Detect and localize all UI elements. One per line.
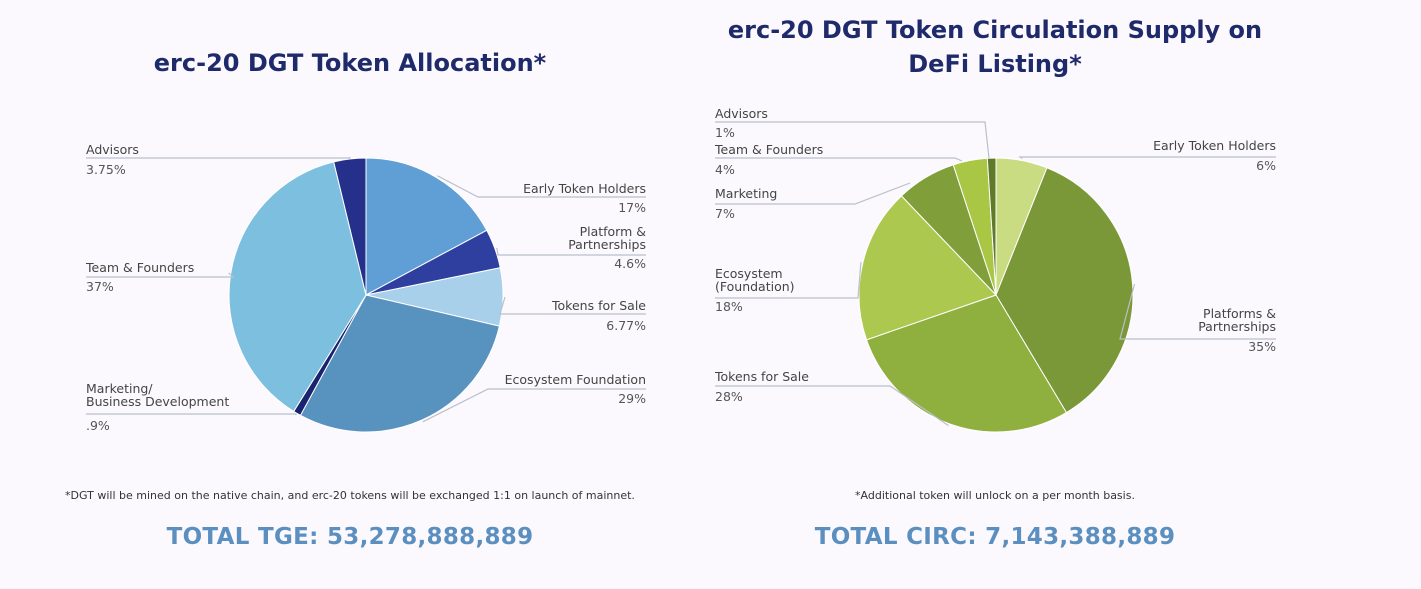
slice-value-label: 29% xyxy=(618,391,646,406)
leader-line xyxy=(715,121,990,159)
leader-line xyxy=(86,272,235,278)
slice-value-label: 1% xyxy=(715,125,735,140)
leader-line xyxy=(715,157,963,162)
slice-label: Ecosystem xyxy=(715,266,783,281)
slice-value-label: 6.77% xyxy=(606,318,646,333)
slice-label: Business Development xyxy=(86,394,229,409)
slice-label: Early Token Holders xyxy=(1153,138,1276,153)
leader-line xyxy=(422,388,646,423)
leader-line xyxy=(1017,156,1276,160)
slice-label: Partnerships xyxy=(1198,319,1276,334)
pie-slice-tokens-for-sale xyxy=(865,294,1068,433)
slice-label: Platform & xyxy=(580,224,647,239)
slice-label: Platforms & xyxy=(1203,306,1276,321)
slice-label: Marketing xyxy=(715,186,777,201)
slice-value-label: 18% xyxy=(715,299,743,314)
chart-footnote: *Additional token will unlock on a per m… xyxy=(855,489,1135,502)
slice-value-label: 7% xyxy=(715,206,735,221)
leader-line xyxy=(496,247,646,256)
pie-slice-ecosystem-foundation xyxy=(858,195,997,341)
pie-slice-early-token-holders xyxy=(365,157,488,296)
slice-label: Ecosystem Foundation xyxy=(505,372,646,387)
slice-value-label: 35% xyxy=(1248,339,1276,354)
slice-label: Marketing/ xyxy=(86,381,153,396)
pie-slice-ecosystem-foundation xyxy=(299,294,501,433)
slice-value-label: 3.75% xyxy=(86,162,126,177)
slice-value-label: 6% xyxy=(1256,158,1276,173)
chart-footnote: *DGT will be mined on the native chain, … xyxy=(65,489,635,502)
total-tge: TOTAL TGE: 53,278,888,889 xyxy=(166,524,534,550)
slice-value-label: 4.6% xyxy=(614,256,646,271)
slice-label: Tokens for Sale xyxy=(551,298,646,313)
slice-label: (Foundation) xyxy=(715,279,795,294)
total-circ: TOTAL CIRC: 7,143,388,889 xyxy=(814,524,1176,550)
leader-line xyxy=(1119,283,1276,340)
chart-title: erc-20 DGT Token Circulation Supply on D… xyxy=(727,16,1263,78)
pie-slice-team-founders xyxy=(228,161,367,413)
slice-label: Team & Founders xyxy=(85,260,194,275)
slice-label: Advisors xyxy=(715,106,768,121)
slice-label: Team & Founders xyxy=(714,142,823,157)
allocation-pie-chart: Early Token Holders 17% Platform &Partners… xyxy=(85,142,647,433)
chart-title: erc-20 DGT Token Allocation* xyxy=(153,49,547,77)
circulation-pie-chart: Early Token Holders 6% Platforms &Partners… xyxy=(714,106,1276,433)
slice-label: Advisors xyxy=(86,142,139,157)
leader-line xyxy=(715,182,911,205)
circulation-panel: erc-20 DGT Token Circulation Supply on D… xyxy=(700,0,1421,589)
leader-line xyxy=(715,385,949,427)
leader-line xyxy=(86,413,297,416)
slice-value-label: 4% xyxy=(715,162,735,177)
leader-line xyxy=(499,296,646,315)
allocation-panel: erc-20 DGT Token Allocation* Early Token… xyxy=(0,0,700,589)
pie-slice-advisors xyxy=(986,157,997,296)
slice-value-label: 37% xyxy=(86,279,114,294)
leader-line xyxy=(715,262,862,299)
slice-label: Early Token Holders xyxy=(523,181,646,196)
slice-label: Tokens for Sale xyxy=(714,369,809,384)
slice-label: Partnerships xyxy=(568,237,646,252)
slice-value-label: 17% xyxy=(618,200,646,215)
leader-line xyxy=(86,156,351,159)
slice-value-label: 28% xyxy=(715,389,743,404)
pie-slice-advisors xyxy=(333,157,367,296)
slice-value-label: .9% xyxy=(86,418,110,433)
leader-line xyxy=(437,175,646,198)
